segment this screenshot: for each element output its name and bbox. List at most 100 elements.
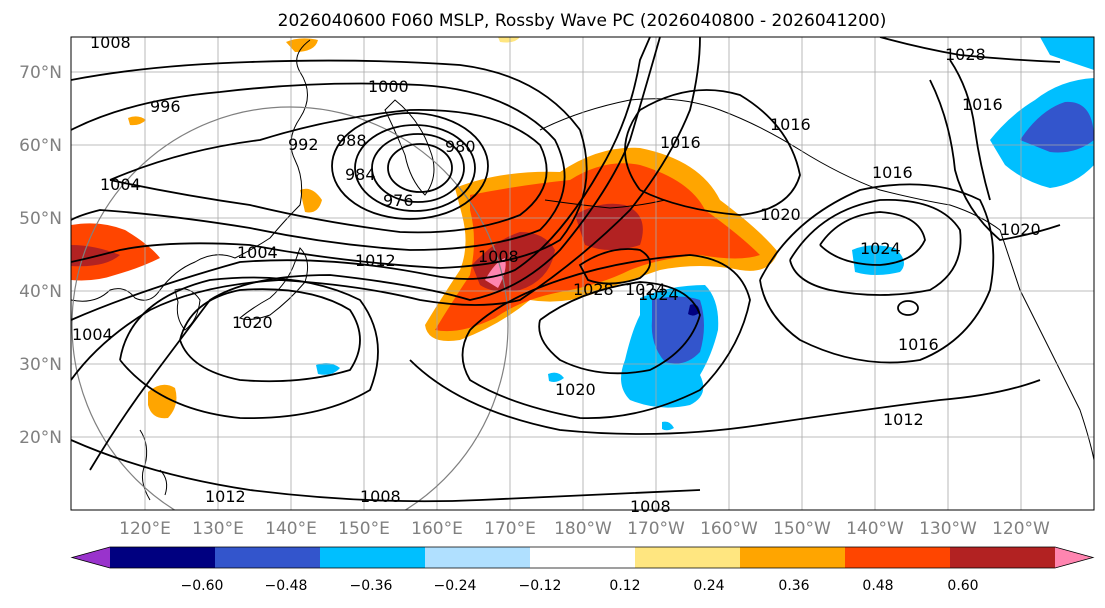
map-panel: 1000 996 992 988 984 980 976 1004 1008 1… [70, 33, 1095, 516]
isobar-1016-northeast [949, 59, 991, 201]
shading-negative [316, 37, 1094, 431]
negative-region-northeast-core [1020, 101, 1094, 153]
isobar-1020-west [179, 288, 361, 383]
isobar-996 [71, 82, 566, 251]
negative-region-east [852, 245, 904, 275]
contour-label: 1020 [555, 380, 596, 399]
colorbar-tick-label: −0.48 [265, 578, 308, 594]
lon-labels: 120°E 130°E 140°E 150°E 160°E 170°E 180°… [119, 519, 1050, 539]
contour-label: 1020 [232, 313, 273, 332]
negative-region-small-2 [548, 372, 564, 382]
colorbar-swatch [740, 547, 846, 568]
colorbar-swatches [70, 546, 1095, 569]
lat-label: 60°N [19, 136, 62, 156]
positive-region-small-1 [148, 384, 177, 419]
contour-label: 1016 [962, 95, 1003, 114]
colorbar-tick-label: 0.60 [947, 578, 978, 594]
contour-label: 1016 [660, 133, 701, 152]
colorbar-tick-label: −0.36 [350, 578, 393, 594]
contour-label: 1024 [625, 280, 666, 299]
isobar-984 [354, 124, 476, 212]
isobar-1020-central [461, 254, 751, 420]
lon-label: 150°W [773, 519, 831, 539]
isobar-1028-central [578, 248, 651, 285]
isobar-1016-small [897, 300, 919, 316]
colorbar-swatch [320, 547, 426, 568]
reference-circle [71, 106, 509, 510]
positive-region-small-4 [498, 37, 520, 43]
colorbar-swatch [110, 547, 216, 568]
lon-label: 170°W [627, 519, 685, 539]
colorbar-swatch [845, 547, 951, 568]
colorbar-tick-label: 0.48 [862, 578, 893, 594]
contour-label: 992 [288, 135, 319, 154]
isobar-1016-west [119, 276, 379, 420]
isobar-1024-northeast [879, 37, 1061, 63]
isobar-992 [109, 109, 548, 234]
north-america-coast [999, 229, 1094, 461]
lon-label: 170°E [484, 519, 536, 539]
colorbar-tick-labels: −0.60 −0.48 −0.36 −0.24 −0.12 0.12 0.24 … [181, 578, 979, 594]
positive-region-max-2 [575, 203, 643, 250]
contour-label: 1012 [355, 251, 396, 270]
lon-label: 120°W [992, 519, 1050, 539]
lat-label: 50°N [19, 209, 62, 229]
colorbar-tick-label: −0.24 [434, 578, 477, 594]
lat-label: 40°N [19, 282, 62, 302]
lon-label: 130°E [192, 519, 244, 539]
positive-region-small-2 [300, 188, 322, 213]
lat-label: 20°N [19, 428, 62, 448]
isobar-980 [371, 133, 465, 203]
colorbar-extension-min [72, 547, 110, 568]
negative-region-small-1 [316, 363, 340, 375]
isobar-1004 [71, 37, 651, 321]
colorbar: −0.60 −0.48 −0.36 −0.24 −0.12 0.12 0.24 … [70, 546, 1095, 594]
contour-label: 1012 [205, 487, 246, 506]
contour-label: 976 [383, 191, 414, 210]
isobar-1016-south [409, 359, 1041, 435]
contour-label: 1028 [945, 45, 986, 64]
contour-label: 1008 [90, 33, 131, 52]
colorbar-swatch [950, 547, 1056, 568]
contour-label: 1004 [237, 243, 278, 262]
colorbar-swatch [530, 547, 636, 568]
lon-label: 150°E [338, 519, 390, 539]
contour-label: 996 [150, 97, 181, 116]
colorbar-swatch [215, 547, 321, 568]
aleutian-chain [544, 199, 666, 209]
contour-labels: 1000 996 992 988 984 980 976 1004 1008 1… [72, 33, 1041, 516]
contour-label: 1000 [368, 77, 409, 96]
colorbar-extension-max [1055, 547, 1093, 568]
mslp-contours [71, 37, 1061, 503]
contour-label: 1024 [638, 285, 679, 304]
contour-label: 1020 [1000, 220, 1041, 239]
isobar-1020-east [789, 199, 962, 296]
lon-label: 140°W [846, 519, 904, 539]
contour-label: 1016 [872, 163, 913, 182]
lat-label: 70°N [19, 63, 62, 83]
lon-label: 140°E [265, 519, 317, 539]
korea-coast [174, 288, 201, 331]
colorbar-tick-label: 0.12 [609, 578, 640, 594]
colorbar-swatch [635, 547, 741, 568]
colorbar-tick-label: −0.12 [519, 578, 562, 594]
positive-region-small-5 [128, 116, 146, 126]
lon-label: 180°W [554, 519, 612, 539]
japan-coast [239, 247, 309, 320]
isobar-976 [387, 143, 453, 193]
contour-label: 1016 [770, 115, 811, 134]
lon-label: 160°W [700, 519, 758, 539]
positive-region-small-3 [286, 38, 318, 52]
contour-label: 980 [445, 137, 476, 156]
contour-label: 1024 [860, 239, 901, 258]
negative-region-north-corner [1040, 37, 1094, 70]
contour-label: 1016 [898, 335, 939, 354]
isobar-1024-central [538, 281, 701, 375]
contour-label: 1008 [360, 487, 401, 506]
negative-region-small-3 [662, 421, 674, 431]
lon-label: 130°W [919, 519, 977, 539]
colorbar-swatch [425, 547, 531, 568]
colorbar-tick-label: 0.36 [778, 578, 809, 594]
